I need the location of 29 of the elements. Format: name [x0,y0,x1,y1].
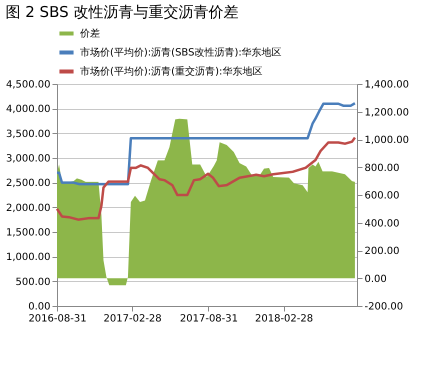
y2-tick-label: 800.00 [364,162,400,174]
y-tick-label: 1,500.00 [6,228,50,238]
y-tick-label: 1,000.00 [6,252,50,264]
y-tick-label: 4,500.00 [6,80,50,90]
x-tick-label: 2018-02-28 [254,314,314,324]
y2-tick-label: 400.00 [364,218,400,230]
x-tick-label: 2017-02-28 [104,314,162,324]
y-tick-label: 500.00 [16,276,50,288]
legend-label: 市场价(平均价):沥青(SBS改性沥青):华东地区 [80,46,282,58]
y2-tick-label: 200.00 [364,246,400,257]
x-tick-label: 2016-08-31 [28,314,87,324]
y2-tick-label: -200.00 [364,302,404,312]
y-tick-label: 2,000.00 [6,202,50,214]
y-tick-label: 3,500.00 [6,128,50,140]
y2-tick-label: 1,000.00 [364,135,410,146]
line-series [56,136,356,221]
y-tick-label: 2,500.00 [6,178,50,190]
legend-label: 价差 [79,28,100,40]
y-tick-label: 3,000.00 [6,154,50,164]
y-tick-label: 0.00 [28,302,50,312]
chart-title: 图 2 SBS 改性沥青与重交沥青价差 [5,3,238,21]
y2-tick-label: 1,200.00 [364,107,410,118]
line-series [56,102,356,186]
y-tick-label: 4,000.00 [6,104,50,116]
x-tick-label: 2017-08-31 [180,314,238,324]
y2-tick-label: 600.00 [364,190,400,202]
legend-label: 市场价(平均价):沥青(重交沥青):华东地区 [80,66,262,78]
y2-tick-label: 1,400.00 [364,80,410,90]
y2-tick-label: 0.00 [364,274,387,285]
